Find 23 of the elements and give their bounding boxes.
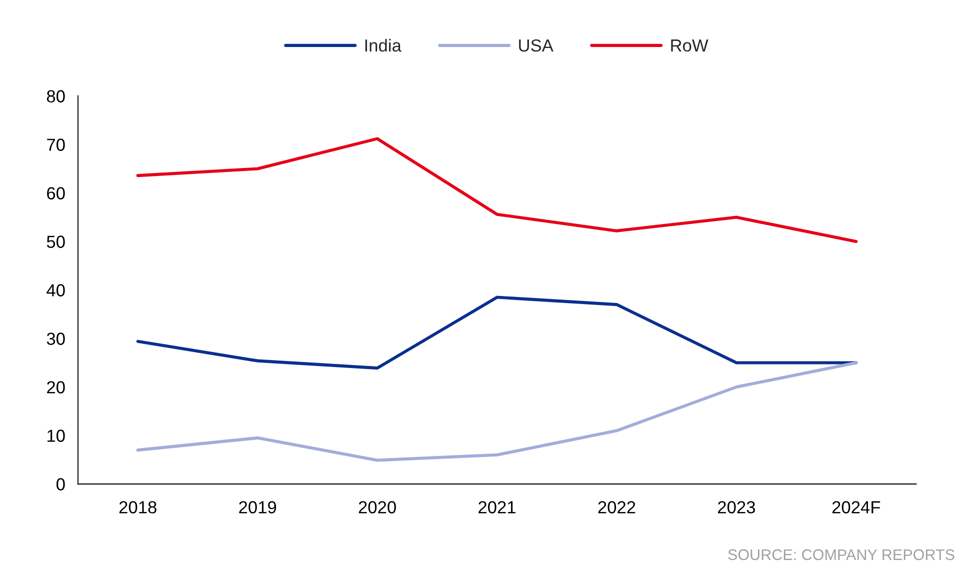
y-tick-label: 30	[46, 332, 65, 345]
legend-label: India	[365, 38, 402, 52]
x-tick-label: 2022	[598, 501, 636, 514]
y-tick-label: 60	[47, 187, 65, 200]
legend-label: USA	[519, 39, 554, 52]
x-tick-label: 2018	[119, 501, 156, 514]
y-tick-label: 20	[47, 381, 65, 394]
line-series	[136, 296, 858, 370]
line-series	[136, 361, 858, 462]
y-tick-label: 10	[48, 430, 65, 442]
x-tick-label: 2021	[478, 501, 516, 514]
y-tick-label: 80	[46, 90, 65, 102]
source-note: SOURCE: COMPANY REPORTS	[728, 549, 954, 560]
y-tick-label: 70	[47, 138, 65, 151]
legend-label: RoW	[671, 40, 708, 52]
line-series	[136, 137, 858, 244]
y-tick-label: 40	[46, 284, 65, 296]
x-tick-label: 2023	[718, 501, 755, 514]
y-tick-label: 50	[46, 236, 65, 248]
x-tick-label: 2020	[358, 501, 396, 514]
y-tick-label: 0	[56, 478, 65, 490]
x-tick-label: 2019	[239, 501, 276, 514]
x-tick-label: 2024F	[832, 501, 880, 514]
